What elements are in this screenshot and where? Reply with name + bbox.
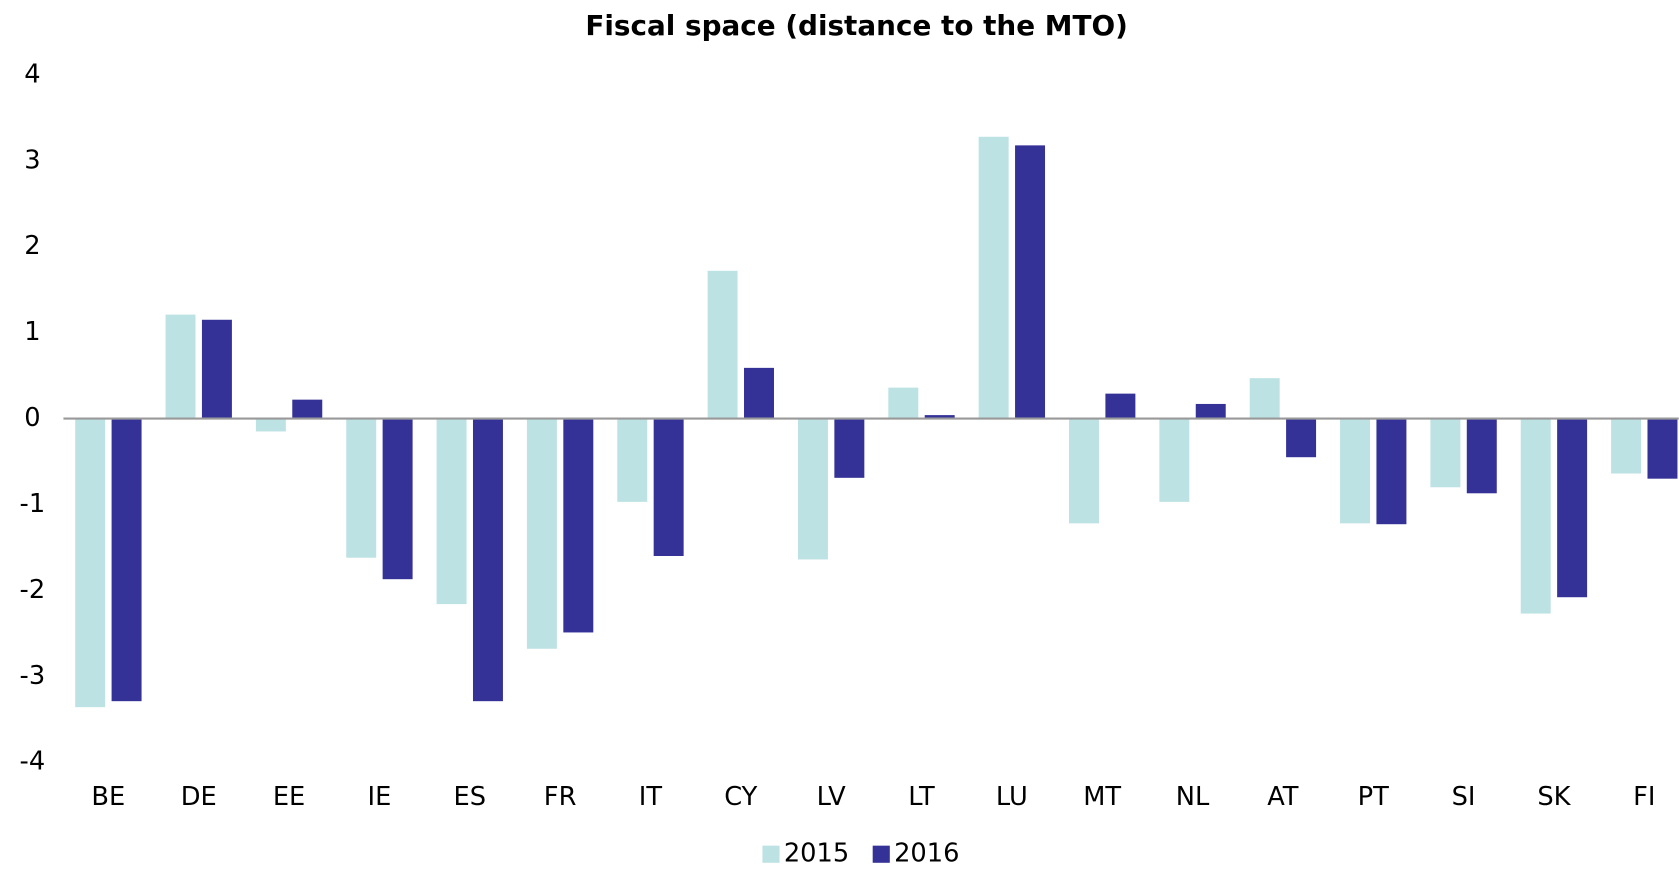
bar [1647,418,1678,479]
bar [834,418,865,478]
bar [707,270,738,419]
x-tick-label: BE [91,782,125,812]
legend-swatch [872,845,890,863]
x-tick-label: AT [1267,782,1299,812]
x-tick-label: PT [1358,782,1389,812]
bar [797,418,828,560]
bar [1557,418,1588,598]
x-tick-label: EE [273,782,305,812]
bar [1195,403,1226,419]
y-tick-label: 1 [24,317,40,347]
y-tick-label: -3 [20,661,46,691]
bar [1376,418,1407,525]
bar [292,399,323,419]
y-tick-label: 3 [24,145,40,175]
bar [165,314,196,419]
x-tick-label: IE [368,782,392,812]
y-tick-label: -2 [20,575,46,605]
bar [75,418,106,708]
bar [255,418,286,432]
bar [382,418,413,580]
x-tick-label: ES [453,782,486,812]
bar [1520,418,1551,614]
y-tick-label: -4 [20,747,46,777]
x-tick-label: FR [544,782,577,812]
x-tick-label: LT [908,782,935,812]
legend-swatch [762,845,780,863]
x-tick-label: LU [996,782,1028,812]
y-tick-label: 2 [24,231,40,261]
bar [1105,393,1136,419]
bar [744,367,774,419]
bar [472,418,503,702]
bar [1466,418,1497,494]
x-tick-label: SI [1452,782,1476,812]
bar [1611,418,1642,474]
bar [1015,145,1046,419]
bar [1430,418,1461,488]
legend-label: 2016 [894,839,959,866]
bar [1286,418,1317,458]
x-tick-label: IT [639,782,663,812]
bar [924,415,955,419]
x-tick-label: SK [1537,782,1571,812]
bar [653,418,684,556]
bar [617,418,648,502]
x-tick-label: FI [1633,782,1655,812]
bar [1340,418,1371,524]
bar [111,418,142,702]
bar [1069,418,1099,524]
y-tick-label: 4 [24,59,40,89]
bar [1249,378,1280,419]
bar [1159,418,1190,502]
x-tick-label: MT [1083,782,1121,812]
x-tick-label: DE [181,782,217,812]
y-tick-label: -1 [20,489,46,519]
bar [563,418,594,633]
bar [526,418,557,649]
bar [346,418,377,558]
bar [201,319,232,419]
x-tick-label: NL [1176,782,1210,812]
x-tick-label: LV [817,782,846,812]
legend-label: 2015 [784,839,849,866]
chart-title: Fiscal space (distance to the MTO) [585,9,1127,42]
bar [978,136,1009,419]
y-tick-label: 0 [24,403,40,433]
bar [436,418,467,605]
x-tick-label: CY [724,782,757,812]
bar [888,387,919,419]
